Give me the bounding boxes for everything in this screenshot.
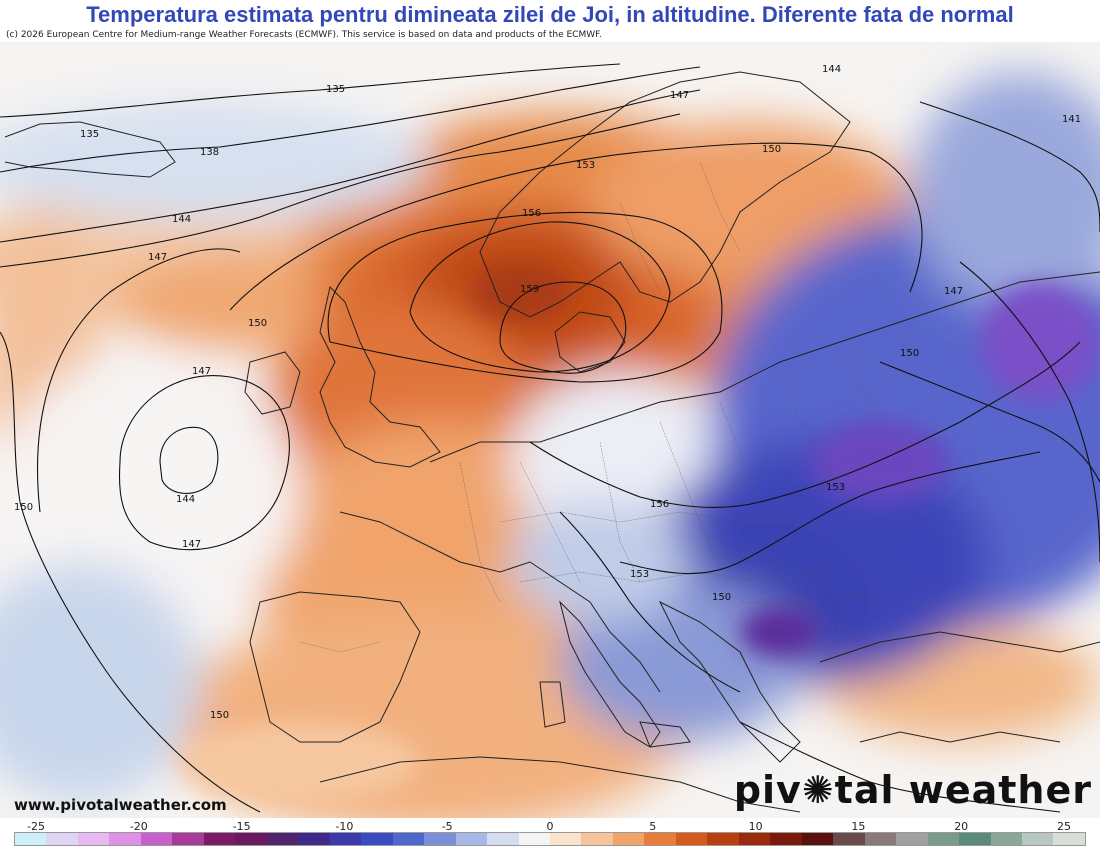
colorbar-cell [675, 833, 708, 845]
colorbar-tick-label: -10 [335, 820, 354, 833]
colorbar-cell [644, 833, 676, 845]
italy-outline [559, 600, 661, 748]
colorbar-cell [896, 833, 928, 845]
copyright-notice: (c) 2026 European Centre for Medium-rang… [4, 30, 604, 40]
website-url[interactable]: www.pivotalweather.com [14, 796, 227, 814]
contour-label: 147 [670, 90, 689, 101]
colorbar-cell [361, 833, 393, 845]
colorbar-cell [801, 833, 834, 845]
colorbar-tick-label: -5 [441, 820, 453, 833]
colorbar-cell [612, 833, 645, 845]
contour-label: 156 [522, 208, 541, 219]
colorbar-tick-label: 5 [649, 820, 657, 833]
contour-label: 150 [712, 592, 731, 603]
contour-label: 147 [192, 366, 211, 377]
contour-label: 150 [900, 348, 919, 359]
contour-labels: 135 135 138 144 147 150 147 144 147 150 … [14, 64, 1081, 721]
colorbar-cell [424, 833, 456, 845]
colorbar-cell [109, 833, 141, 845]
colorbar-cell [990, 833, 1022, 845]
great-britain-outline [319, 286, 441, 468]
north-africa-outline [319, 756, 801, 813]
colorbar-cell [77, 833, 110, 845]
contour-label: 153 [630, 569, 649, 580]
map-title: Temperatura estimata pentru dimineata zi… [86, 2, 1014, 27]
contour-label: 147 [148, 252, 167, 263]
contour-label: 150 [762, 144, 781, 155]
colorbar-tick-label: 25 [1057, 820, 1071, 833]
colorbar-tick-label: -20 [129, 820, 148, 833]
colorbar-tick-label: 15 [851, 820, 866, 833]
black-sea-outline [819, 631, 1100, 663]
colorbar-cell [266, 833, 299, 845]
logo-text-part2: tal weather [834, 768, 1092, 812]
contour-label: 135 [326, 84, 345, 95]
turkey-outline [859, 731, 1061, 743]
colorbar-cell [549, 833, 582, 845]
colorbar-cell [581, 833, 613, 845]
colorbar-cell [833, 833, 865, 845]
colorbar-cell [172, 833, 204, 845]
colorbar-tick-label: 0 [546, 820, 554, 833]
colorbar-cell [455, 833, 488, 845]
contour-label: 144 [822, 64, 841, 75]
contour-label: 138 [200, 147, 219, 158]
contour-label: 153 [826, 482, 845, 493]
colorbar-tick-label: -15 [232, 820, 251, 833]
colorbar-tick-label: 10 [748, 820, 763, 833]
gear-icon: ✺ [801, 768, 835, 812]
colorbar-tick-labels: -25 -20 -15 -10 -5 0 5 10 15 20 25 [14, 820, 1086, 833]
contour-label: 144 [176, 494, 195, 505]
contour-label: 141 [1062, 114, 1081, 125]
colorbar-cell [392, 833, 425, 845]
contour-label: 150 [14, 502, 33, 513]
colorbar-tick-label: -25 [27, 820, 45, 833]
sicily-outline [639, 721, 691, 748]
colorbar-cell [738, 833, 771, 845]
france-coast-outline [339, 511, 661, 693]
country-borders [299, 161, 931, 653]
pivotal-weather-logo: piv✺tal weather [734, 768, 1092, 812]
colorbar-cell [203, 833, 236, 845]
colorbar-cell [235, 833, 267, 845]
colorbar-cell [959, 833, 991, 845]
ireland-outline [244, 351, 301, 415]
temperature-anomaly-colorbar [14, 832, 1086, 846]
sardinia-outline [539, 681, 566, 728]
colorbar-cell [1022, 833, 1054, 845]
colorbar-tick-label: 20 [954, 820, 969, 833]
contour-label: 153 [576, 160, 595, 171]
contour-label: 135 [80, 129, 99, 140]
geopotential-contours [0, 63, 1100, 813]
colorbar-cell [927, 833, 960, 845]
colorbar-cell [46, 833, 78, 845]
logo-text-part1: piv [733, 768, 802, 812]
colorbar-cell [298, 833, 330, 845]
colorbar-cell [518, 833, 550, 845]
balkans-outline [658, 600, 801, 763]
weather-map: 135 135 138 144 147 150 147 144 147 150 … [0, 42, 1100, 818]
anomaly-field [0, 72, 1100, 818]
scandinavia-outline [479, 71, 851, 318]
colorbar-cell [1053, 833, 1085, 845]
contour-label: 150 [210, 710, 229, 721]
contour-label: 144 [172, 214, 191, 225]
iceland-outline [4, 121, 176, 178]
colorbar-cell [770, 833, 802, 845]
iberia-outline [249, 591, 421, 743]
contour-label: 150 [248, 318, 267, 329]
colorbar-cell [864, 833, 897, 845]
colorbar-cell [140, 833, 173, 845]
colorbar-cell [707, 833, 739, 845]
colorbar-cell [15, 833, 47, 845]
contour-label: 147 [182, 539, 201, 550]
colorbar-cell [329, 833, 362, 845]
colorbar-cell [487, 833, 519, 845]
contour-label: 147 [944, 286, 963, 297]
contour-label: 159 [520, 284, 539, 295]
contour-label: 156 [650, 499, 669, 510]
